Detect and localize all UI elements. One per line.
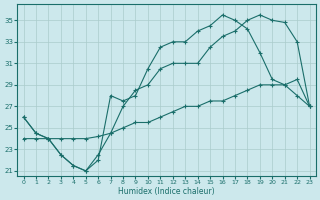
- X-axis label: Humidex (Indice chaleur): Humidex (Indice chaleur): [118, 187, 215, 196]
